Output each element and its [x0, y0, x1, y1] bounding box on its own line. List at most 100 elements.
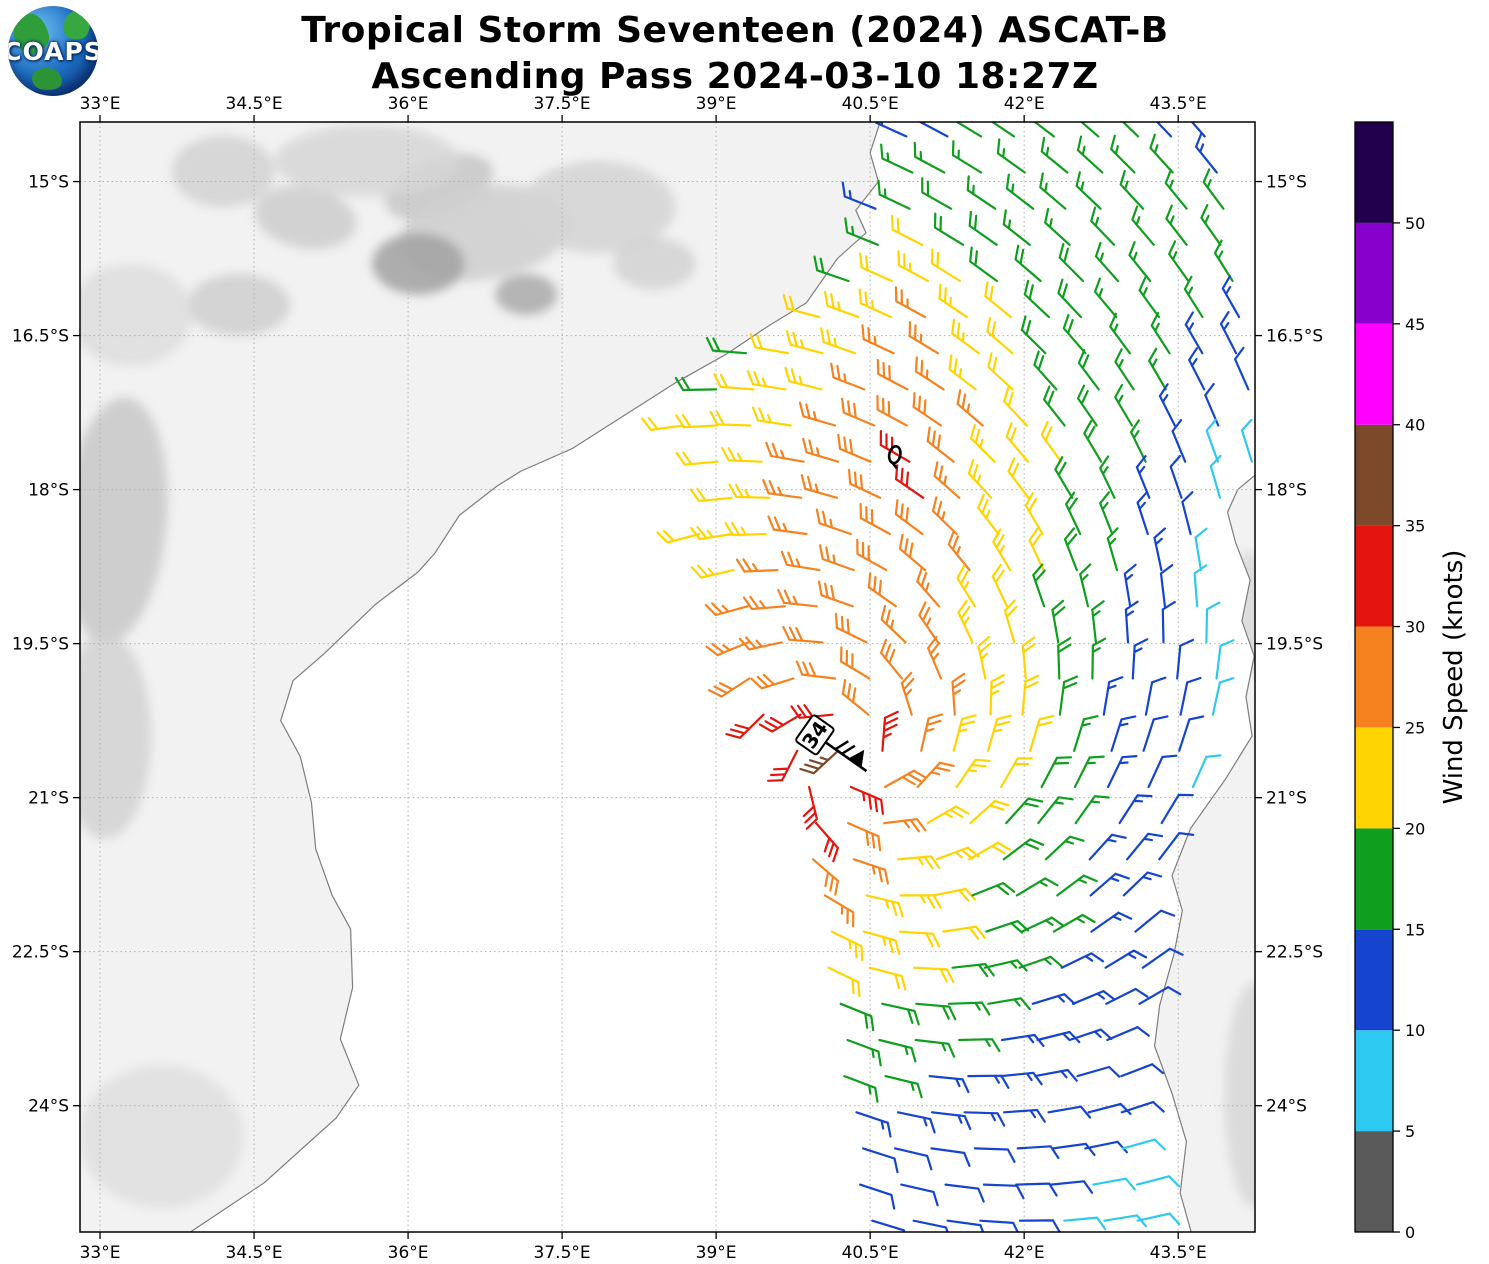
wind-barb: [1161, 601, 1176, 644]
wind-barb: [802, 785, 818, 830]
lon-tick-label: 33°E: [80, 94, 121, 114]
wind-barb: [784, 366, 823, 391]
wind-barb: [1043, 385, 1066, 427]
colorbar-segment: [1355, 1030, 1393, 1132]
wind-barb: [933, 212, 965, 246]
wind-barb: [1033, 350, 1058, 391]
wind-barb: [751, 406, 792, 427]
wind-barb: [1106, 1026, 1150, 1042]
wind-barb: [815, 508, 852, 536]
wind-barb: [750, 673, 795, 690]
wind-barb: [877, 179, 911, 210]
wind-barb: [987, 997, 1031, 1011]
colorbar-tick-label: 20: [1405, 819, 1425, 838]
wind-barb: [912, 392, 943, 427]
wind-barb: [1068, 1028, 1113, 1042]
wind-barb: [958, 1038, 1001, 1053]
lat-tick-label: 15°S: [1266, 173, 1307, 193]
wind-barb: [912, 1219, 949, 1232]
wind-barb: [977, 493, 1000, 536]
wind-barb: [984, 281, 1013, 319]
wind-barb: [1044, 207, 1071, 246]
wind-barb: [1181, 491, 1194, 536]
wind-barb: [704, 602, 749, 617]
wind-barb: [859, 1183, 896, 1210]
wind-barb: [861, 324, 895, 355]
wind-barb: [1122, 871, 1163, 897]
wind-barb: [898, 930, 941, 948]
wind-barb: [1184, 311, 1204, 355]
lon-tick-label: 39°E: [696, 1243, 737, 1263]
wind-barb: [883, 769, 927, 789]
wind-barb: [973, 1147, 1016, 1163]
lat-tick-label: 22.5°S: [1266, 943, 1323, 963]
wind-barb: [859, 252, 893, 283]
wind-barb: [1150, 311, 1171, 355]
wind-barb: [1109, 312, 1131, 355]
wind-barb: [896, 1111, 936, 1134]
wind-barb: [1099, 491, 1114, 536]
wind-barb: [894, 1147, 933, 1171]
wind-barb: [1058, 243, 1085, 283]
lon-tick-label: 34.5°E: [226, 94, 283, 114]
wind-barb: [1092, 1177, 1136, 1191]
wind-barb: [989, 673, 1005, 716]
wind-barb: [1164, 169, 1188, 210]
wind-barb: [1033, 122, 1055, 138]
wind-barb: [1005, 422, 1030, 463]
wind-barb: [1211, 677, 1235, 716]
wind-barb: [1052, 913, 1096, 933]
wind-barb: [713, 373, 755, 391]
wind-barb: [1079, 563, 1092, 608]
wind-barb: [705, 336, 747, 355]
wind-barb: [800, 474, 839, 499]
map-frame: [79, 121, 1256, 1233]
wind-barb: [785, 330, 824, 355]
wind-barb: [1032, 563, 1046, 608]
wind-barb: [1118, 794, 1153, 825]
wind-barb: [1007, 457, 1030, 499]
axis-ticks: [73, 115, 1262, 1239]
lat-tick-label: 16.5°S: [12, 327, 69, 347]
lat-tick-label: 18°S: [28, 481, 69, 501]
colorbar-segment: [1355, 122, 1393, 223]
wind-barb: [1110, 715, 1137, 752]
wind-barb: [970, 423, 996, 463]
wind-barb: [1040, 136, 1069, 174]
wind-barb: [830, 362, 866, 391]
wind-barb: [883, 818, 927, 833]
wind-barb: [979, 1219, 1019, 1232]
wind-barb: [986, 316, 1014, 355]
lon-tick-label: 40.5°E: [842, 1243, 899, 1263]
wind-barb: [1049, 1180, 1094, 1194]
wind-barb: [1110, 134, 1136, 174]
wind-barb: [841, 679, 870, 716]
wind-barb: [1215, 639, 1235, 680]
wind-barb: [675, 414, 718, 429]
wind-barb: [1005, 797, 1044, 825]
wind-barb: [843, 1075, 879, 1103]
wind-barb: [1183, 275, 1204, 319]
wind-barb: [930, 248, 962, 283]
wind-barb: [1158, 832, 1195, 861]
wind-barb: [1071, 990, 1116, 1005]
wind-barb: [1014, 244, 1042, 283]
wind-barb: [767, 515, 808, 536]
wind-barb: [991, 563, 1008, 608]
wind-barb: [798, 401, 837, 427]
wind-barb: [884, 1075, 923, 1099]
wind-barb: [933, 461, 961, 499]
wind-barb: [898, 533, 927, 572]
wind-barb: [1104, 949, 1148, 969]
wind-barb: [971, 882, 1016, 897]
wind-barb: [1088, 833, 1127, 861]
wind-barb: [641, 416, 685, 431]
wind-barb: [1091, 600, 1105, 644]
wind-barb: [1136, 1212, 1181, 1226]
wind-barb: [908, 321, 939, 355]
wind-barb: [815, 822, 839, 863]
colorbar-segment: [1355, 323, 1393, 425]
coaps-logo: COAPS: [8, 6, 98, 96]
